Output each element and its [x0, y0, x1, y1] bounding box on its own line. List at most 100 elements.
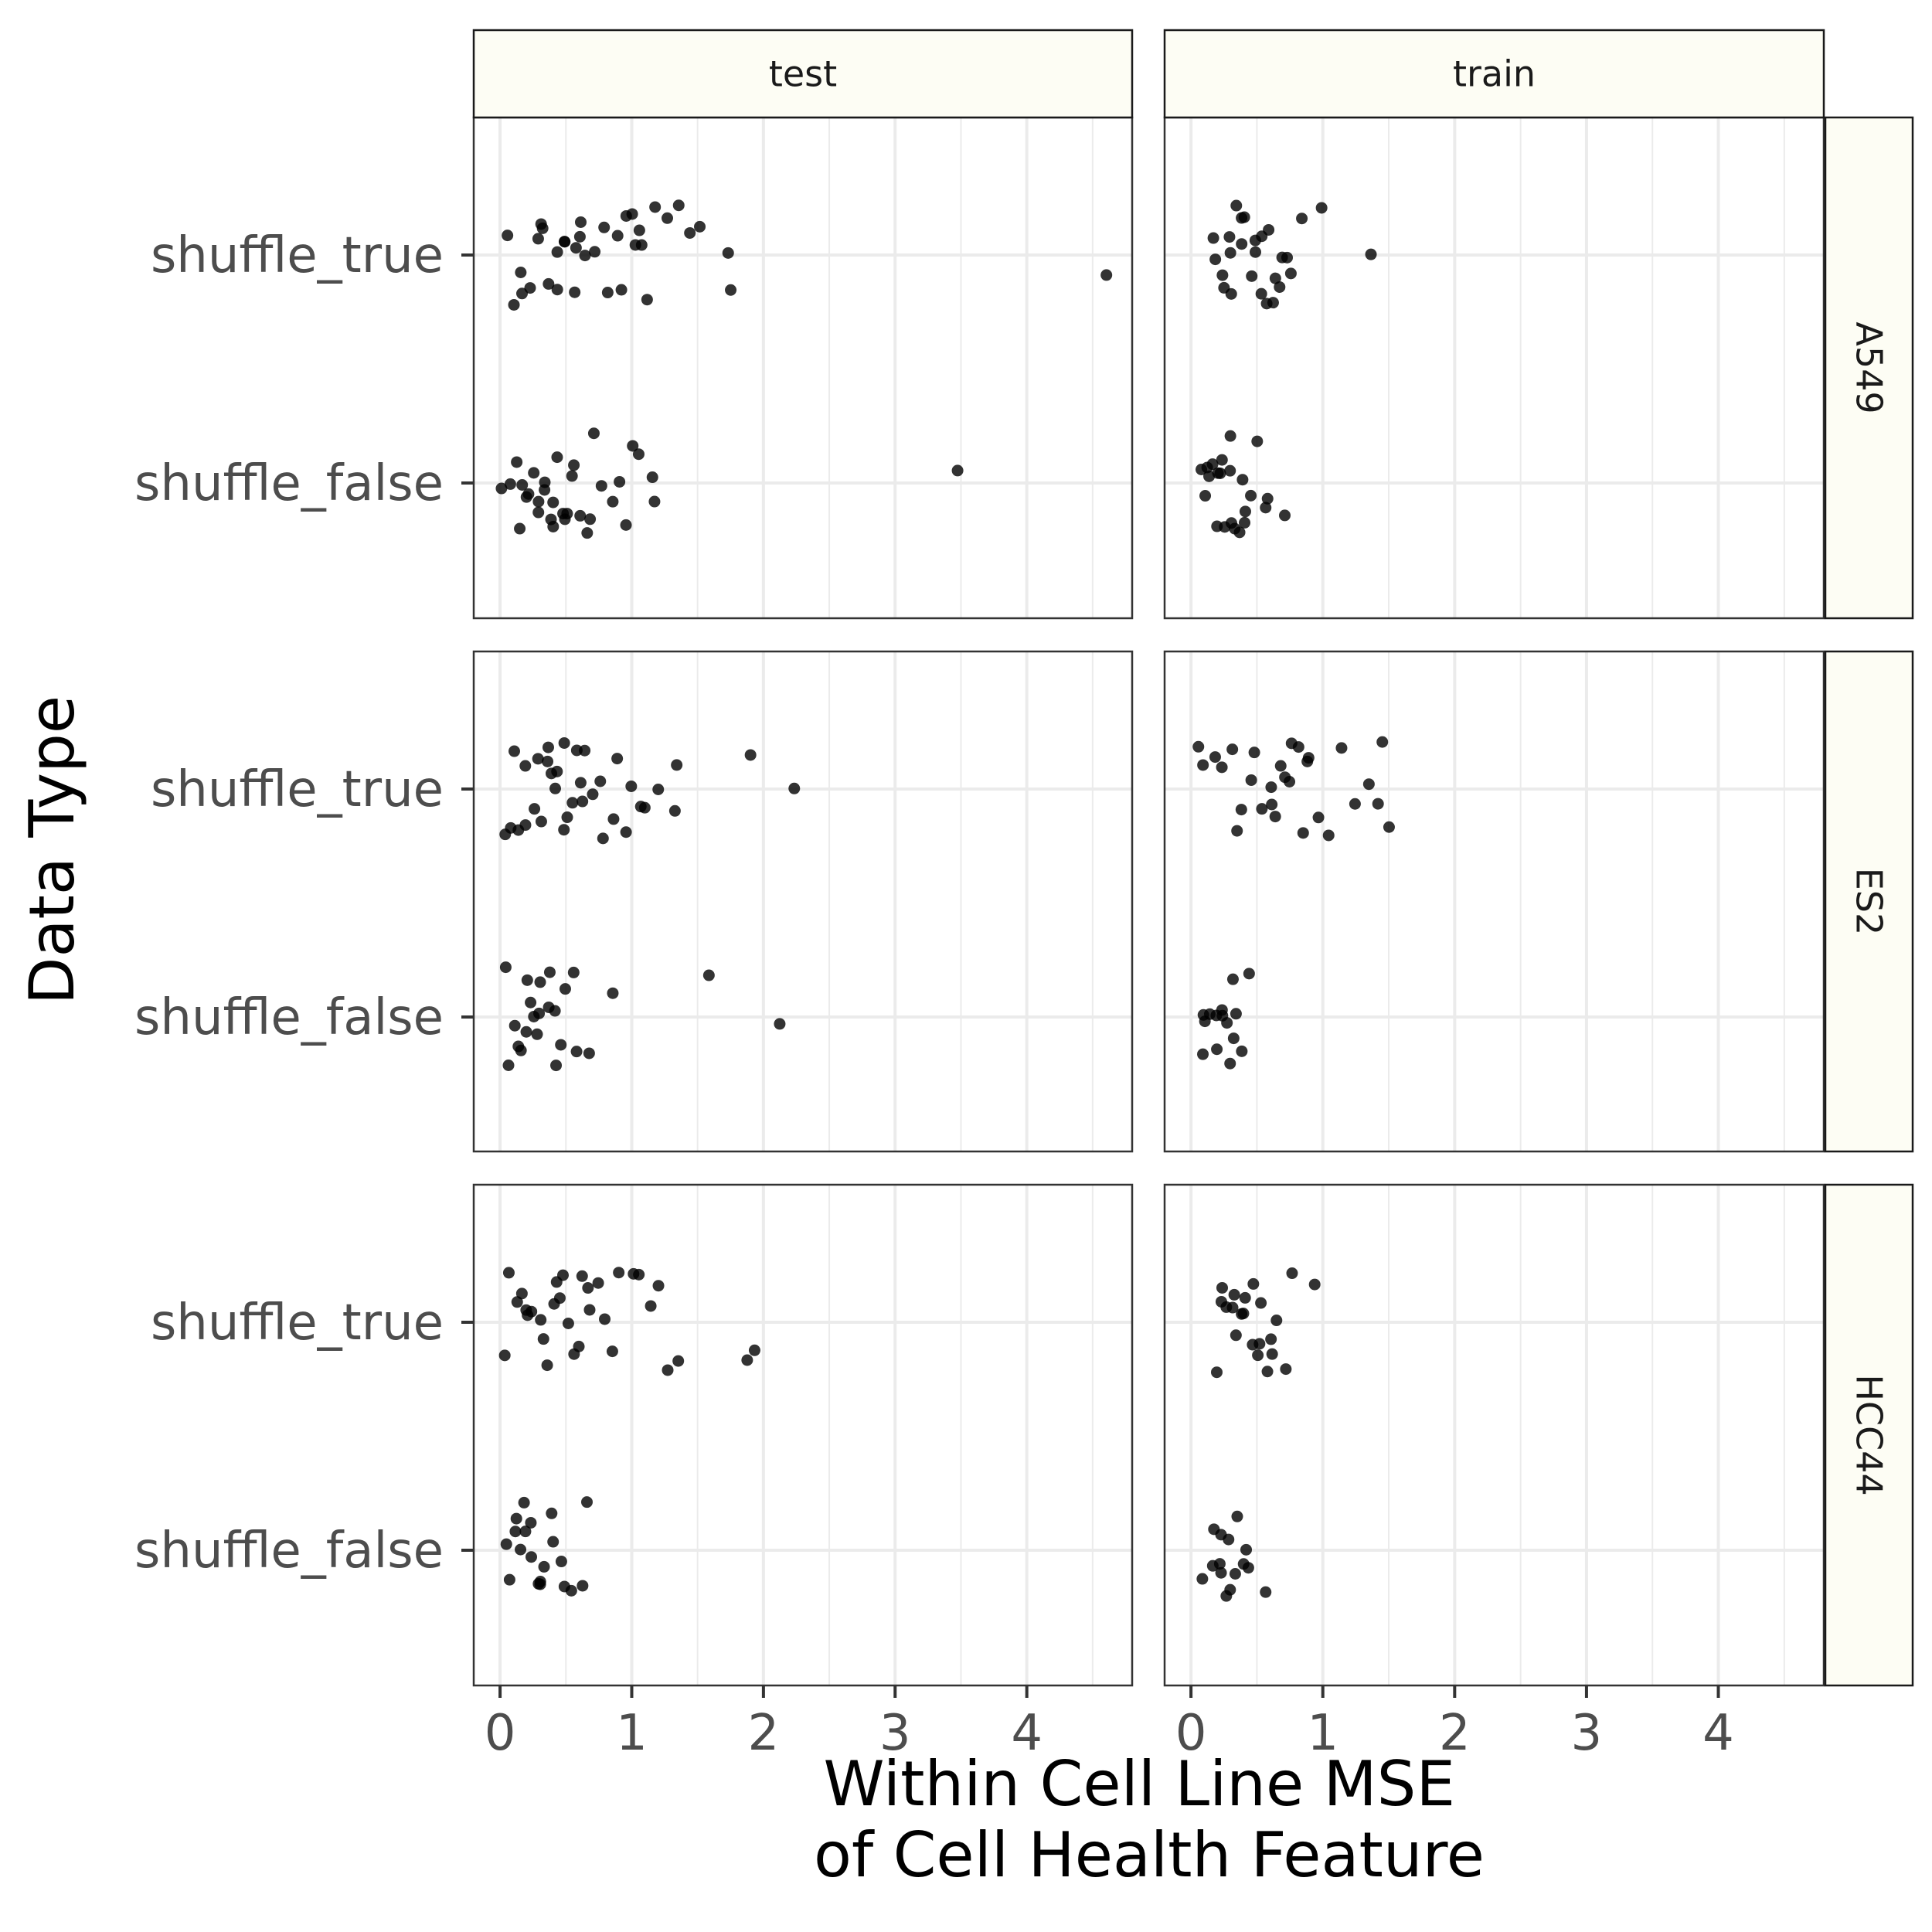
strips-layer: test train A549 ES2 HCC44: [472, 29, 1914, 1687]
data-point: [510, 1512, 522, 1525]
data-point: [672, 1355, 685, 1367]
data-point: [1224, 464, 1236, 477]
data-point: [1245, 774, 1257, 786]
panel-HCC44-test: [472, 1183, 1134, 1687]
data-point: [579, 250, 591, 262]
data-point: [561, 811, 573, 824]
data-point: [1365, 248, 1377, 260]
panel-background: [474, 651, 1132, 1151]
data-point: [599, 1313, 611, 1325]
data-point: [1240, 1543, 1253, 1556]
panel-background: [1165, 1185, 1824, 1685]
data-point: [502, 1059, 515, 1071]
data-point: [1206, 458, 1219, 471]
x-axis-title: Within Cell Line MSE of Cell Health Feat…: [814, 1748, 1485, 1891]
data-point: [515, 1044, 527, 1056]
data-point: [620, 519, 632, 531]
x-tick-label: 4: [1011, 1705, 1043, 1762]
data-point: [551, 284, 563, 296]
data-point: [549, 1005, 561, 1017]
data-point: [1192, 740, 1205, 753]
data-point: [614, 475, 626, 488]
data-point: [541, 1359, 553, 1372]
data-point: [649, 201, 662, 213]
data-point: [569, 286, 581, 298]
panel-border: [472, 1183, 1134, 1687]
data-point: [1315, 202, 1328, 214]
x-tick-label: 4: [1702, 1705, 1734, 1762]
data-point: [587, 427, 600, 440]
data-point: [1281, 251, 1294, 264]
data-point: [1267, 297, 1279, 309]
data-point: [744, 749, 757, 761]
data-point: [543, 966, 556, 978]
data-point: [582, 1282, 594, 1294]
data-point: [1236, 474, 1249, 486]
data-point: [1243, 968, 1255, 980]
data-point: [592, 1277, 604, 1289]
data-point: [1215, 1566, 1227, 1579]
strip-background: [1163, 29, 1825, 119]
data-point: [607, 987, 619, 999]
data-point: [652, 1280, 665, 1292]
data-point: [516, 287, 529, 300]
data-point: [531, 1028, 543, 1040]
data-point: [555, 1556, 567, 1568]
data-point: [702, 969, 715, 981]
data-point: [725, 284, 737, 296]
data-point: [1274, 760, 1287, 772]
strip-A549: A549: [1824, 116, 1914, 620]
strip-train: train: [1163, 29, 1825, 119]
data-point: [570, 1046, 583, 1058]
y-tick-label: shuffle_false: [134, 455, 444, 512]
data-point: [1265, 781, 1277, 794]
panel-A549-test: [472, 116, 1134, 620]
strip-label: A549: [1849, 321, 1890, 413]
data-point: [515, 267, 527, 279]
data-point: [1383, 821, 1395, 833]
data-point: [577, 1580, 589, 1592]
data-point: [1255, 1297, 1267, 1309]
data-point: [542, 755, 554, 767]
data-point: [577, 795, 589, 808]
data-point: [1196, 1573, 1209, 1585]
data-point: [1216, 454, 1228, 466]
data-point: [519, 760, 532, 772]
x-tick-label: 3: [879, 1705, 911, 1762]
x-tick-label: 0: [485, 1705, 516, 1762]
data-point: [502, 1267, 515, 1279]
data-point: [526, 1305, 538, 1318]
data-point: [1376, 736, 1389, 748]
x-axis-title-line-2: of Cell Health Feature: [814, 1819, 1485, 1891]
strip-label: train: [1453, 53, 1536, 95]
data-point: [1335, 742, 1348, 754]
data-point: [1233, 526, 1246, 539]
data-point: [1250, 246, 1262, 258]
data-point: [1296, 213, 1308, 225]
x-tick-label: 1: [1307, 1705, 1338, 1762]
data-point: [495, 482, 508, 495]
x-tick-label: 0: [1175, 1705, 1207, 1762]
data-point: [606, 1345, 618, 1358]
axes-layer: shuffle_trueshuffle_falseshuffle_trueshu…: [134, 227, 1734, 1762]
data-point: [633, 224, 645, 236]
data-point: [694, 220, 706, 233]
data-point: [1239, 505, 1251, 518]
data-point: [532, 233, 544, 245]
y-tick-label: shuffle_true: [151, 227, 444, 284]
data-point: [516, 478, 529, 491]
data-point: [1252, 1349, 1264, 1362]
data-point: [566, 797, 579, 809]
data-point: [652, 783, 665, 795]
y-tick-label: shuffle_true: [151, 1294, 444, 1352]
data-point: [1224, 1583, 1236, 1596]
data-point: [1261, 1366, 1274, 1378]
x-tick-label: 1: [616, 1705, 648, 1762]
data-point: [627, 440, 639, 452]
data-point: [1253, 1338, 1266, 1350]
data-point: [1230, 1329, 1242, 1342]
data-point: [774, 1018, 786, 1030]
data-point: [1372, 798, 1384, 810]
data-point: [520, 491, 532, 503]
data-point: [504, 478, 516, 490]
